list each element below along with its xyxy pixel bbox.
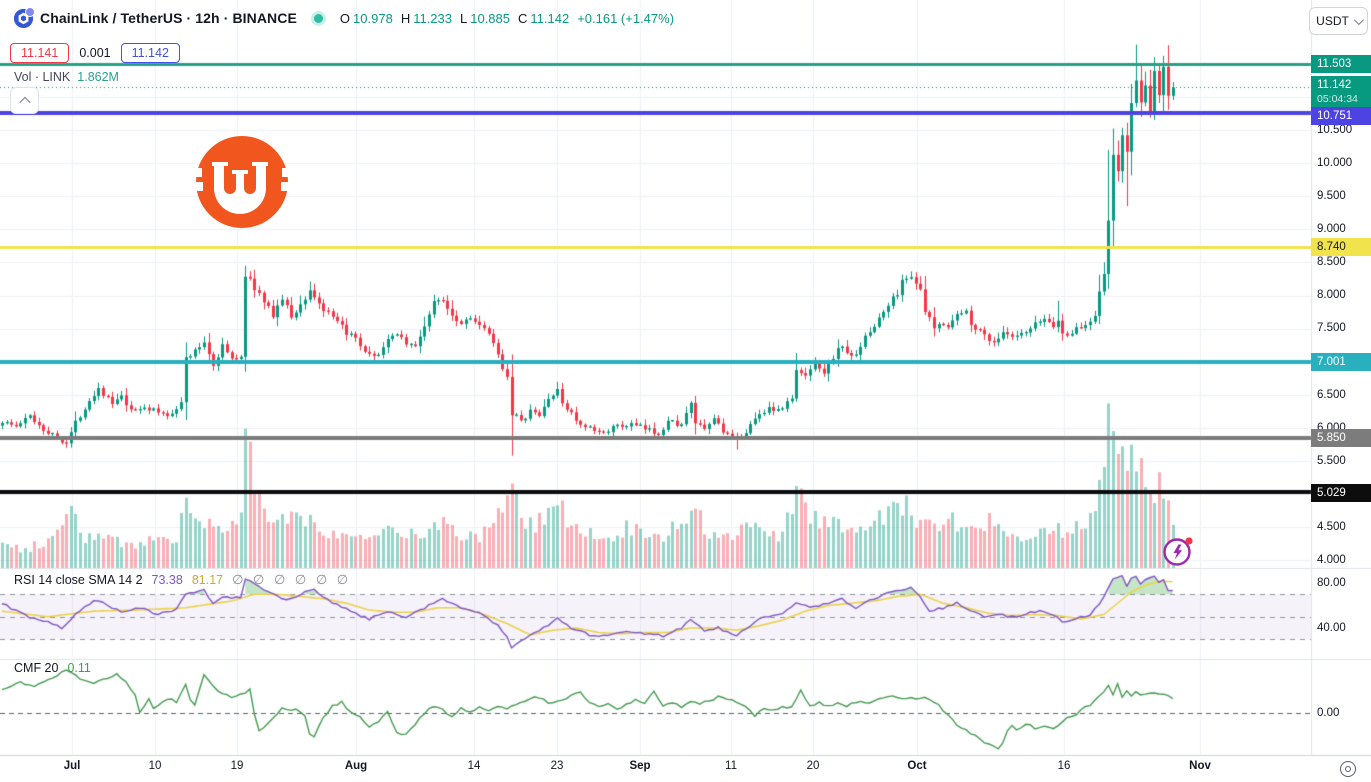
symbol-legend[interactable]: ChainLink / TetherUS · 12h · BINANCE O 10… [14,6,674,29]
rsi-value: 73.38 [151,573,183,587]
watermark-coin-logo [192,136,292,228]
high-label: H [400,10,411,26]
high-value: 11.233 [413,10,452,26]
level-label-cyan[interactable]: 7.001 [1311,353,1371,371]
spread-value: 0.001 [79,46,111,60]
time-tick[interactable]: 19 [230,760,244,772]
low-label: L [460,10,468,26]
level-label-yellow[interactable]: 8.740 [1311,238,1371,256]
rsi-signal-icons: ∅ ∅ ∅ ∅ ∅ ∅ [232,572,352,587]
current-price-label[interactable]: 11.142 05:04:34 [1311,76,1371,107]
price-tick[interactable]: 8.000 [1317,289,1346,301]
chevron-up-icon [18,96,31,108]
change-value: +0.161 (+1.47%) [577,10,675,26]
volume-label: Vol · LINK [14,70,71,84]
chainlink-icon [14,6,35,28]
price-tick[interactable]: 5.500 [1317,455,1346,467]
price-tick[interactable]: 6.500 [1317,389,1346,401]
rsi-tick[interactable]: 80.00 [1317,577,1346,589]
symbol-badge-icon [25,6,35,17]
bid-ask-row: 11.141 0.001 11.142 [10,43,180,63]
open-value: 10.978 [353,10,393,26]
time-tick[interactable]: 20 [806,760,820,772]
cmf-value: 0.11 [67,661,91,675]
price-tick[interactable]: 4.500 [1317,521,1346,533]
level-label-alert[interactable]: 11.503 [1311,55,1371,73]
cmf-tick[interactable]: 0.00 [1317,707,1340,719]
current-price-value: 11.142 [1317,79,1352,91]
time-tick[interactable]: 14 [467,760,481,772]
close-value: 11.142 [530,10,570,26]
buy-ask-button[interactable]: 11.142 [120,43,180,63]
price-tick[interactable]: 4.000 [1317,554,1346,566]
chevron-down-icon [1353,14,1364,25]
level-label-gray[interactable]: 5.850 [1311,429,1371,447]
currency-label: USDT [1316,14,1349,28]
timezone-clock-icon[interactable] [1340,761,1356,777]
time-tick[interactable]: 16 [1057,760,1071,772]
cmf-indicator-legend[interactable]: CMF 20 0.11 [14,661,91,675]
time-tick[interactable]: 10 [148,760,162,772]
bar-countdown: 05:04:34 [1317,93,1358,105]
rsi-sma-value: 81.17 [191,573,224,587]
open-label: O [339,10,351,26]
level-label-blue[interactable]: 10.751 [1311,107,1371,125]
flash-event-badge[interactable] [1161,534,1195,568]
price-tick[interactable]: 9.000 [1317,223,1346,235]
time-tick[interactable]: Aug [344,760,368,772]
volume-legend[interactable]: Vol · LINK 1.862M [14,70,119,84]
time-tick[interactable]: Sep [629,760,651,772]
symbol-title[interactable]: ChainLink / TetherUS · 12h · BINANCE [40,10,297,26]
volume-value: 1.862M [77,70,119,84]
price-tick[interactable]: 7.500 [1317,322,1346,334]
close-label: C [518,10,528,26]
market-status-dot-icon[interactable] [313,13,323,23]
price-tick[interactable]: 8.500 [1317,256,1346,268]
price-tick[interactable]: 10.000 [1317,157,1353,169]
rsi-indicator-legend[interactable]: RSI 14 close SMA 14 2 73.38 81.17 ∅ ∅ ∅ … [14,572,351,588]
level-label-black[interactable]: 5.029 [1311,484,1371,502]
currency-toggle-button[interactable]: USDT [1309,7,1368,35]
time-tick[interactable]: Oct [907,760,927,772]
ohlc-values: O 10.978 H 11.233 L 10.885 C 11.142 +0.161 (… [340,11,674,26]
time-tick[interactable]: Jul [63,760,81,772]
low-value: 10.885 [470,10,510,26]
notification-dot-icon [1185,537,1193,545]
collapse-legend-button[interactable] [10,87,39,114]
time-tick[interactable]: 23 [550,760,564,772]
cmf-label: CMF 20 [14,661,59,675]
rsi-label: RSI 14 close SMA 14 2 [14,573,143,587]
rsi-tick[interactable]: 40.00 [1317,622,1346,634]
lightning-icon [1173,544,1183,560]
sell-bid-button[interactable]: 11.141 [10,43,70,63]
time-tick[interactable]: Nov [1189,760,1211,772]
price-tick[interactable]: 9.500 [1317,190,1346,202]
price-tick[interactable]: 10.500 [1317,124,1353,136]
time-tick[interactable]: 11 [725,760,737,772]
